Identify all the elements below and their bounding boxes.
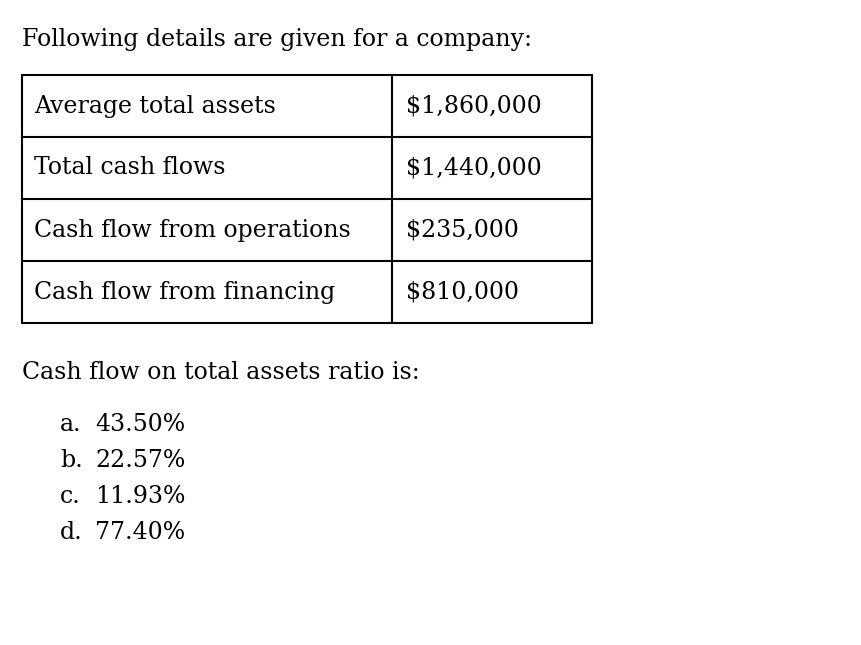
Text: $810,000: $810,000 bbox=[406, 281, 518, 304]
Text: Cash flow from financing: Cash flow from financing bbox=[34, 281, 335, 304]
Text: Following details are given for a company:: Following details are given for a compan… bbox=[22, 28, 531, 51]
Bar bbox=[22, 75, 592, 323]
Text: d.: d. bbox=[60, 521, 83, 544]
Text: $1,440,000: $1,440,000 bbox=[406, 157, 541, 179]
Text: b.: b. bbox=[60, 449, 83, 472]
Text: Cash flow from operations: Cash flow from operations bbox=[34, 219, 350, 241]
Text: Average total assets: Average total assets bbox=[34, 95, 276, 117]
Text: Total cash flows: Total cash flows bbox=[34, 157, 226, 179]
Text: 77.40%: 77.40% bbox=[95, 521, 185, 544]
Text: 22.57%: 22.57% bbox=[95, 449, 185, 472]
Text: $235,000: $235,000 bbox=[406, 219, 518, 241]
Text: Cash flow on total assets ratio is:: Cash flow on total assets ratio is: bbox=[22, 361, 419, 384]
Text: $1,860,000: $1,860,000 bbox=[406, 95, 541, 117]
Text: 43.50%: 43.50% bbox=[95, 413, 185, 436]
Text: 11.93%: 11.93% bbox=[95, 485, 185, 508]
Text: c.: c. bbox=[60, 485, 81, 508]
Text: a.: a. bbox=[60, 413, 82, 436]
